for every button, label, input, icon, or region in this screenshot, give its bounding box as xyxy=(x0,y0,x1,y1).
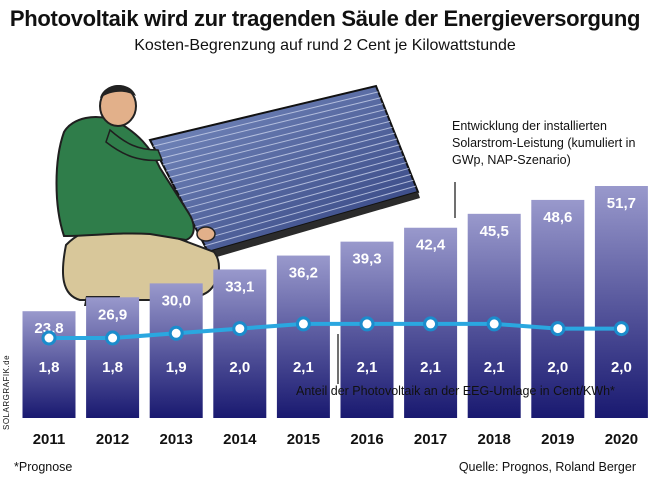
chart-subtitle: Kosten-Begrenzung auf rund 2 Cent je Kil… xyxy=(134,37,516,54)
year-label-2018: 2018 xyxy=(478,431,511,448)
line-markers xyxy=(41,316,629,346)
line-value-label-2019: 2,0 xyxy=(547,359,568,376)
x-axis-labels: 2011 2012 2013 2014 2015 2016 2017 2018 2019 2020 xyxy=(33,431,638,448)
bar-2015 xyxy=(276,255,330,418)
year-label-2012: 2012 xyxy=(96,431,129,448)
line-marker-2017 xyxy=(423,316,439,332)
line-value-label-2018: 2,1 xyxy=(484,359,505,376)
year-label-2011: 2011 xyxy=(33,431,66,448)
year-label-2019: 2019 xyxy=(541,431,574,448)
bar-2013 xyxy=(149,283,203,418)
line-value-label-2014: 2,0 xyxy=(229,359,250,376)
chart-title: Photovoltaik wird zur tragenden Säule de… xyxy=(9,6,641,31)
bar-value-label-2016: 39,3 xyxy=(352,251,381,268)
line-value-label-2016: 2,1 xyxy=(357,359,378,376)
bar-series-legend: Entwicklung der installierten Solarstrom… xyxy=(452,119,636,167)
line-marker-2020 xyxy=(613,321,629,337)
graphic-credit: SOLARGRAFIK.de xyxy=(2,354,11,430)
bar-2020 xyxy=(594,186,648,418)
line-marker-2011 xyxy=(41,330,57,346)
line-marker-2015 xyxy=(295,316,311,332)
bar-series xyxy=(22,186,648,418)
line-marker-2013 xyxy=(168,325,184,341)
bar-value-label-2013: 30,0 xyxy=(162,292,191,309)
line-value-label-2013: 1,9 xyxy=(166,359,187,376)
bar-value-labels: 23,8 26,9 30,0 33,1 36,2 39,3 42,4 45,5 48,6 51,7 xyxy=(34,195,636,337)
bar-2011 xyxy=(22,311,76,418)
line-marker-2012 xyxy=(105,330,121,346)
source-note: Quelle: Prognos, Roland Berger xyxy=(458,460,636,474)
year-label-2016: 2016 xyxy=(350,431,383,448)
footnote: *Prognose xyxy=(14,460,73,474)
bar-value-label-2011: 23,8 xyxy=(34,320,63,337)
worker-with-solar-panel-illustration xyxy=(55,84,420,306)
solar-panel-edge xyxy=(208,192,420,259)
line-value-labels: 1,8 1,8 1,9 2,0 2,1 2,1 2,1 2,1 2,0 2,0 xyxy=(39,359,632,376)
bar-2018 xyxy=(467,213,521,418)
bar-2012 xyxy=(86,297,140,418)
line-series-legend: Anteil der Photovoltaik an der EEG-Umlag… xyxy=(296,384,615,398)
bar-value-label-2017: 42,4 xyxy=(416,237,446,254)
line-value-label-2020: 2,0 xyxy=(611,359,632,376)
worker-hair xyxy=(100,84,136,98)
line-marker-2014 xyxy=(232,321,248,337)
eeg-share-line xyxy=(49,321,622,340)
year-label-2014: 2014 xyxy=(223,431,257,448)
year-label-2020: 2020 xyxy=(605,431,638,448)
bar-2014 xyxy=(213,269,267,418)
bar-value-label-2019: 48,6 xyxy=(543,209,572,226)
year-label-2013: 2013 xyxy=(160,431,193,448)
bar-2019 xyxy=(531,199,585,418)
line-marker-2019 xyxy=(550,321,566,337)
bar-value-label-2018: 45,5 xyxy=(480,223,509,240)
year-label-2015: 2015 xyxy=(287,431,320,448)
bar-value-label-2020: 51,7 xyxy=(607,195,636,212)
line-value-label-2017: 2,1 xyxy=(420,359,441,376)
bar-value-label-2014: 33,1 xyxy=(225,278,254,295)
line-marker-2016 xyxy=(359,316,375,332)
bar-value-label-2012: 26,9 xyxy=(98,306,127,323)
bar-value-label-2015: 36,2 xyxy=(289,265,318,282)
year-label-2017: 2017 xyxy=(414,431,447,448)
worker-arm xyxy=(105,128,164,162)
line-value-label-2011: 1,8 xyxy=(39,359,60,376)
line-value-label-2012: 1,8 xyxy=(102,359,123,376)
line-marker-2018 xyxy=(486,316,502,332)
worker-hand xyxy=(196,226,216,242)
line-value-label-2015: 2,1 xyxy=(293,359,314,376)
